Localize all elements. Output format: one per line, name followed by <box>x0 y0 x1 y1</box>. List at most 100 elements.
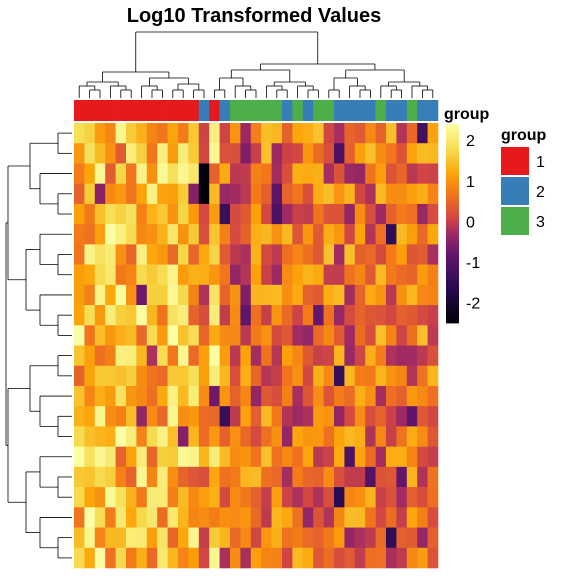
heatmap-cell <box>209 446 220 468</box>
heatmap-cell <box>219 446 231 468</box>
heatmap-cell <box>240 244 252 265</box>
heatmap-cell <box>271 325 283 346</box>
heatmap-cell <box>427 487 439 508</box>
heatmap-cell <box>292 527 304 549</box>
heatmap-cell <box>302 466 314 488</box>
heatmap-cell <box>282 163 293 184</box>
heatmap-cell <box>344 244 356 265</box>
heatmap-cell <box>240 406 252 427</box>
heatmap-cell <box>136 224 148 245</box>
heatmap-cell <box>302 527 314 549</box>
heatmap-cell <box>386 507 397 528</box>
heatmap-cell <box>271 547 283 569</box>
heatmap-cell <box>84 325 96 346</box>
heatmap-cell <box>313 325 324 346</box>
heatmap-cell <box>302 305 314 326</box>
heatmap-cell <box>74 123 85 144</box>
heatmap-cell <box>126 527 137 549</box>
heatmap-cell <box>261 123 272 144</box>
heatmap-cell <box>126 224 137 245</box>
group-annotation-cell <box>334 100 345 121</box>
heatmap-cell <box>323 224 335 245</box>
heatmap-cell <box>157 365 168 387</box>
heatmap-cell <box>178 163 189 184</box>
heatmap-cell <box>386 466 397 488</box>
heatmap-cell <box>417 527 428 549</box>
heatmap-cell <box>115 284 127 306</box>
heatmap-cell <box>115 345 127 367</box>
heatmap-cell <box>271 123 283 144</box>
heatmap-cell <box>178 224 189 245</box>
heatmap-cell <box>74 406 85 427</box>
heatmap-cell <box>313 345 324 367</box>
heatmap-cell <box>302 264 314 286</box>
heatmap-cell <box>209 365 220 387</box>
heatmap-cell <box>188 345 200 367</box>
group-legend-swatch <box>501 207 529 235</box>
heatmap-cell <box>178 406 189 427</box>
heatmap-cell <box>334 224 345 245</box>
heatmap-cell <box>178 325 189 346</box>
heatmap-cell <box>250 325 262 346</box>
color-scale-segment <box>446 309 459 314</box>
heatmap-cell <box>406 426 418 447</box>
heatmap-cell <box>250 487 262 508</box>
heatmap-cell <box>240 123 252 144</box>
heatmap-cell <box>94 446 106 468</box>
heatmap-cell <box>198 385 210 407</box>
heatmap-cell <box>406 224 418 245</box>
group-annotation-cell <box>188 100 200 121</box>
heatmap-cell <box>157 466 168 488</box>
heatmap-cell <box>115 183 127 205</box>
heatmap-cell <box>396 466 408 488</box>
heatmap-cell <box>126 507 137 528</box>
heatmap-cell <box>157 264 168 286</box>
heatmap-cell <box>261 507 272 528</box>
heatmap-cell <box>136 183 148 205</box>
heatmap-cell <box>334 203 345 225</box>
heatmap-cell <box>219 345 231 367</box>
heatmap-cell <box>94 385 106 407</box>
heatmap-cell <box>178 547 189 569</box>
heatmap-cell <box>417 305 428 326</box>
heatmap-cell <box>230 224 241 245</box>
heatmap-cell <box>365 163 376 184</box>
heatmap-cell <box>146 325 158 346</box>
color-scale-segment <box>446 210 459 214</box>
heatmap-cell <box>282 446 293 468</box>
heatmap-cell <box>146 264 158 286</box>
heatmap-cell <box>198 264 210 286</box>
heatmap-cell <box>198 446 210 468</box>
heatmap-cell <box>167 466 179 488</box>
heatmap-cell <box>178 466 189 488</box>
heatmap-cell <box>302 244 314 265</box>
color-legend: group 2 1 0 -1 -2 <box>444 106 490 324</box>
heatmap-cell <box>261 183 272 205</box>
heatmap-cell <box>334 446 345 468</box>
heatmap-cell <box>105 345 116 367</box>
heatmap-cell <box>271 244 283 265</box>
group-annotation-cell <box>292 100 304 121</box>
heatmap-cell <box>282 143 293 164</box>
heatmap-cell <box>198 345 210 367</box>
heatmap-cell <box>354 406 366 427</box>
heatmap-cell <box>271 305 283 326</box>
heatmap-cell <box>375 446 387 468</box>
color-scale-segment <box>446 213 459 218</box>
heatmap-cell <box>417 264 428 286</box>
heatmap-cell <box>302 224 314 245</box>
heatmap-cell <box>209 203 220 225</box>
color-scale-segment <box>446 319 459 324</box>
heatmap-cell <box>240 547 252 569</box>
heatmap-cell <box>365 183 376 205</box>
heatmap-cell <box>115 305 127 326</box>
heatmap-cell <box>84 547 96 569</box>
heatmap-cell <box>396 547 408 569</box>
heatmap-cell <box>178 507 189 528</box>
group-annotation-cell <box>427 100 439 121</box>
heatmap-cell <box>261 163 272 184</box>
heatmap-cell <box>240 183 252 205</box>
heatmap-cell <box>94 305 106 326</box>
heatmap-cell <box>74 426 85 447</box>
heatmap-cell <box>84 203 96 225</box>
